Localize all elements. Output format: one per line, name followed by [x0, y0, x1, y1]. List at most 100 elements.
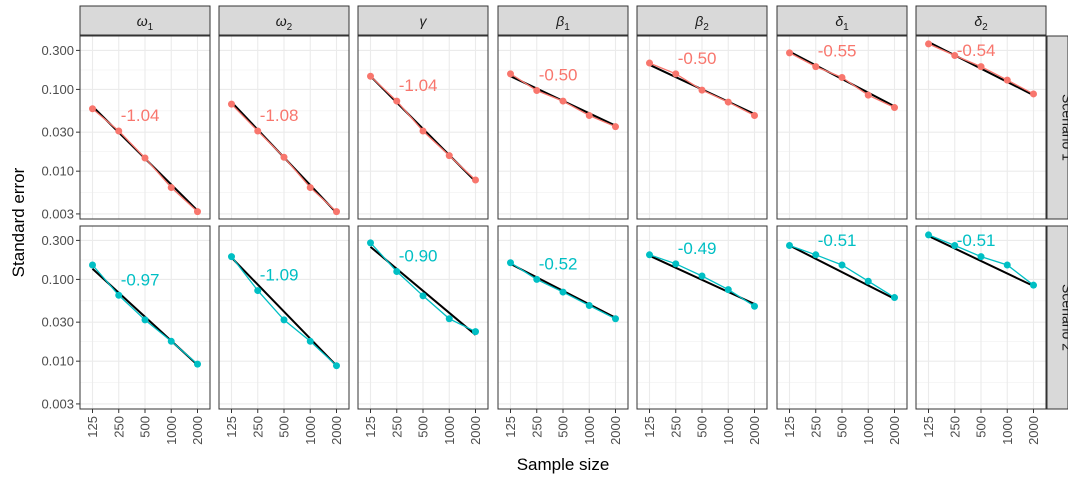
data-point [254, 127, 261, 134]
slope-label: -1.08 [260, 106, 299, 125]
slope-label: -0.90 [399, 246, 438, 265]
data-point [194, 208, 201, 215]
data-point [586, 302, 593, 309]
data-point [507, 259, 514, 266]
x-tick-label: 1000 [164, 416, 179, 445]
data-point [672, 260, 679, 267]
data-point [228, 101, 235, 108]
y-tick-label: 0.010 [41, 354, 74, 369]
y-tick-label: 0.030 [41, 125, 74, 140]
data-point [612, 315, 619, 322]
data-point [891, 104, 898, 111]
slope-label: -1.04 [121, 106, 160, 125]
panel: -0.90 [358, 226, 488, 409]
data-point [725, 286, 732, 293]
panel: -1.04 [358, 36, 488, 219]
data-point [560, 289, 567, 296]
data-point [812, 251, 819, 258]
data-point [646, 251, 653, 258]
data-point [115, 292, 122, 299]
row-strip-label: Scenario 1 [1060, 94, 1068, 161]
data-point [786, 242, 793, 249]
x-tick-label: 2000 [329, 416, 344, 445]
data-point [839, 74, 846, 81]
x-tick-label: 1000 [442, 416, 457, 445]
slope-label: -0.49 [678, 239, 717, 258]
y-tick-label: 0.300 [41, 233, 74, 248]
y-tick-label: 0.030 [41, 315, 74, 330]
column-strip-label: γ [420, 13, 428, 29]
data-point [115, 127, 122, 134]
x-tick-label: 250 [111, 416, 126, 438]
data-point [699, 273, 706, 280]
x-tick-label: 500 [138, 416, 153, 438]
data-point [1030, 90, 1037, 97]
x-tick-label: 250 [668, 416, 683, 438]
data-point [1004, 77, 1011, 84]
data-point [533, 87, 540, 94]
data-point [89, 105, 96, 112]
panel: -0.54 [916, 36, 1046, 219]
data-point [168, 184, 175, 191]
data-point [725, 99, 732, 106]
data-point [333, 362, 340, 369]
y-tick-label: 0.003 [41, 206, 74, 221]
data-point [699, 87, 706, 94]
x-tick-label: 125 [85, 416, 100, 438]
x-tick-label: 2000 [608, 416, 623, 445]
data-point [393, 268, 400, 275]
x-tick-label: 500 [835, 416, 850, 438]
panel: -0.49 [637, 226, 767, 409]
data-point [586, 112, 593, 119]
data-point [646, 60, 653, 67]
data-point [1030, 282, 1037, 289]
x-tick-label: 125 [921, 416, 936, 438]
x-tick-label: 250 [250, 416, 265, 438]
panel: -0.51 [916, 226, 1046, 409]
slope-label: -0.52 [539, 254, 578, 273]
x-tick-label: 250 [529, 416, 544, 438]
panel: -1.04 [80, 36, 210, 219]
data-point [891, 294, 898, 301]
panel: -1.09 [219, 226, 349, 409]
data-point [420, 127, 427, 134]
data-point [333, 208, 340, 215]
data-point [812, 63, 819, 70]
slope-label: -0.51 [957, 231, 996, 250]
panel: -0.51 [777, 226, 907, 409]
x-tick-label: 1000 [303, 416, 318, 445]
data-point [254, 287, 261, 294]
slope-label: -0.97 [121, 270, 160, 289]
data-point [142, 316, 149, 323]
data-point [168, 338, 175, 345]
x-tick-label: 500 [556, 416, 571, 438]
data-point [142, 154, 149, 161]
slope-label: -1.09 [260, 266, 299, 285]
x-tick-label: 2000 [1026, 416, 1041, 445]
y-tick-label: 0.100 [41, 82, 74, 97]
x-tick-label: 1000 [582, 416, 597, 445]
data-point [1004, 262, 1011, 269]
panel: -0.50 [498, 36, 628, 219]
x-tick-label: 250 [389, 416, 404, 438]
data-point [612, 123, 619, 130]
row-strip-label: Scenario 2 [1060, 284, 1068, 351]
panel: -0.52 [498, 226, 628, 409]
x-tick-label: 500 [416, 416, 431, 438]
x-tick-label: 125 [224, 416, 239, 438]
data-point [472, 328, 479, 335]
data-point [367, 239, 374, 246]
data-point [281, 154, 288, 161]
x-tick-label: 1000 [861, 416, 876, 445]
panel: -0.50 [637, 36, 767, 219]
data-point [786, 49, 793, 56]
x-tick-label: 1000 [721, 416, 736, 445]
data-point [393, 98, 400, 105]
data-point [446, 152, 453, 159]
x-tick-label: 2000 [747, 416, 762, 445]
data-point [446, 315, 453, 322]
data-point [507, 70, 514, 77]
data-point [865, 278, 872, 285]
slope-label: -0.50 [678, 49, 717, 68]
